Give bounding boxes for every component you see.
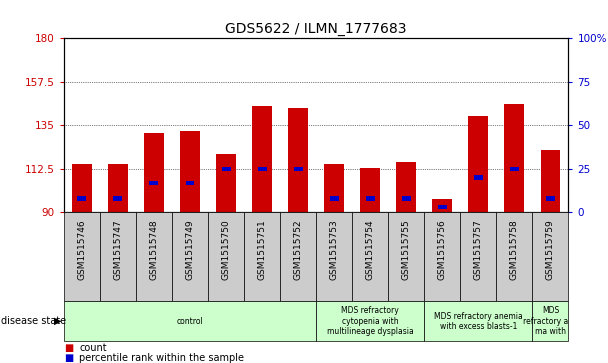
- Title: GDS5622 / ILMN_1777683: GDS5622 / ILMN_1777683: [226, 22, 407, 36]
- Bar: [114, 196, 122, 201]
- Bar: [108, 164, 128, 212]
- Bar: [221, 167, 230, 171]
- Bar: [64, 212, 100, 301]
- Bar: [402, 196, 411, 201]
- Text: GSM1515751: GSM1515751: [258, 220, 266, 280]
- Bar: [352, 212, 389, 301]
- Bar: [180, 131, 200, 212]
- Bar: [172, 212, 208, 301]
- Bar: [541, 150, 561, 212]
- Bar: [424, 212, 460, 301]
- Bar: [136, 212, 172, 301]
- Text: ■: ■: [64, 352, 73, 363]
- Text: GSM1515752: GSM1515752: [294, 220, 303, 280]
- Bar: [389, 212, 424, 301]
- Text: MDS refractory
cytopenia with
multilineage dysplasia: MDS refractory cytopenia with multilinea…: [327, 306, 413, 336]
- Bar: [438, 205, 447, 209]
- Bar: [316, 301, 424, 341]
- Bar: [100, 212, 136, 301]
- Text: GSM1515759: GSM1515759: [546, 220, 555, 280]
- Bar: [316, 212, 352, 301]
- Bar: [252, 106, 272, 212]
- Text: MDS refractory anemia
with excess blasts-1: MDS refractory anemia with excess blasts…: [434, 311, 523, 331]
- Bar: [324, 164, 344, 212]
- Bar: [150, 180, 159, 185]
- Bar: [474, 175, 483, 180]
- Text: GSM1515748: GSM1515748: [150, 220, 159, 280]
- Text: ▶: ▶: [54, 316, 61, 326]
- Bar: [330, 196, 339, 201]
- Bar: [294, 167, 303, 171]
- Text: GSM1515753: GSM1515753: [330, 220, 339, 280]
- Bar: [468, 115, 488, 212]
- Bar: [432, 199, 452, 212]
- Bar: [72, 164, 92, 212]
- Text: GSM1515756: GSM1515756: [438, 220, 447, 280]
- Text: GSM1515749: GSM1515749: [185, 220, 195, 280]
- Bar: [505, 104, 524, 212]
- Bar: [77, 196, 86, 201]
- Bar: [533, 212, 568, 301]
- Text: GSM1515757: GSM1515757: [474, 220, 483, 280]
- Bar: [496, 212, 533, 301]
- Bar: [533, 301, 568, 341]
- Text: percentile rank within the sample: percentile rank within the sample: [79, 352, 244, 363]
- Text: GSM1515747: GSM1515747: [114, 220, 122, 280]
- Bar: [64, 301, 316, 341]
- Bar: [510, 167, 519, 171]
- Bar: [288, 108, 308, 212]
- Bar: [396, 162, 416, 212]
- Bar: [258, 167, 266, 171]
- Text: count: count: [79, 343, 106, 354]
- Bar: [361, 168, 380, 212]
- Bar: [460, 212, 496, 301]
- Text: GSM1515754: GSM1515754: [366, 220, 375, 280]
- Bar: [546, 196, 555, 201]
- Bar: [244, 212, 280, 301]
- Bar: [280, 212, 316, 301]
- Text: GSM1515746: GSM1515746: [77, 220, 86, 280]
- Text: control: control: [177, 317, 203, 326]
- Bar: [366, 196, 375, 201]
- Text: GSM1515758: GSM1515758: [510, 220, 519, 280]
- Text: MDS
refractory ane
ma with: MDS refractory ane ma with: [523, 306, 578, 336]
- Bar: [424, 301, 533, 341]
- Text: GSM1515755: GSM1515755: [402, 220, 411, 280]
- Bar: [185, 180, 195, 185]
- Text: disease state: disease state: [1, 316, 66, 326]
- Bar: [144, 133, 164, 212]
- Text: GSM1515750: GSM1515750: [221, 220, 230, 280]
- Bar: [216, 154, 236, 212]
- Bar: [208, 212, 244, 301]
- Text: ■: ■: [64, 343, 73, 354]
